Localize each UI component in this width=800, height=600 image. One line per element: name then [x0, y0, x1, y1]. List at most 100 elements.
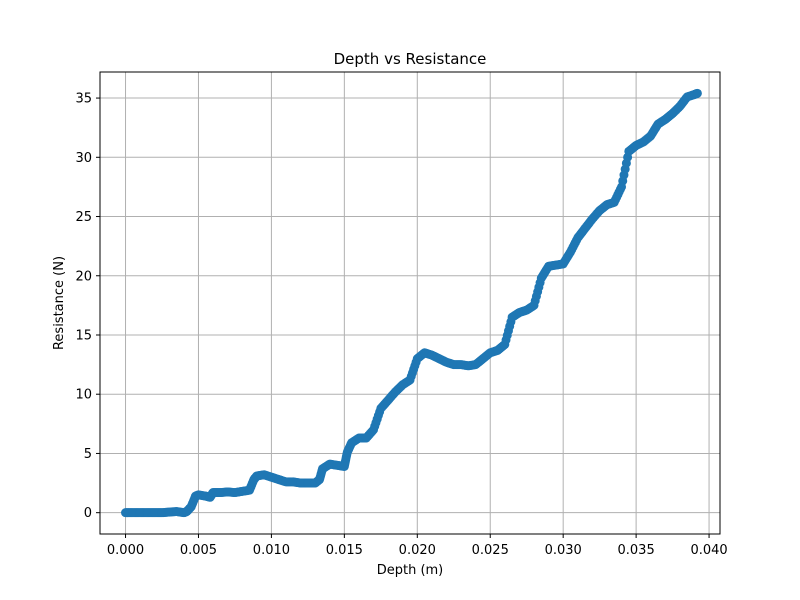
scatter-point: [252, 471, 262, 481]
scatter-point: [208, 488, 218, 498]
scatter-point: [354, 433, 364, 443]
y-tick-label: 5: [84, 447, 92, 462]
y-axis-label: Resistance (N): [52, 256, 67, 350]
scatter-point: [342, 447, 352, 457]
scatter-point: [266, 472, 276, 482]
scatter-point: [660, 114, 670, 124]
scatter-point: [142, 508, 152, 518]
scatter-point: [361, 433, 371, 443]
scatter-point: [332, 460, 342, 470]
scatter-point: [369, 425, 379, 435]
scatter-point: [602, 200, 612, 210]
scatter-point: [493, 345, 503, 355]
scatter-point: [507, 312, 517, 322]
scatter-point: [347, 438, 357, 448]
scatter-point: [405, 375, 415, 385]
scatter-point: [315, 475, 325, 485]
scatter-point: [339, 461, 349, 471]
scatter-point: [420, 348, 430, 358]
scatter-point: [193, 490, 203, 500]
chart-title: Depth vs Resistance: [334, 50, 487, 68]
scatter-point: [522, 305, 532, 315]
scatter-point: [383, 395, 393, 405]
scatter-point: [121, 508, 131, 518]
scatter-point: [551, 260, 561, 270]
scatter-point: [463, 361, 473, 371]
scatter-point: [245, 485, 255, 495]
scatter-point: [427, 350, 437, 360]
scatter-point: [172, 506, 182, 516]
y-tick-label: 30: [75, 151, 92, 166]
data-points: [121, 88, 702, 518]
scatter-point: [434, 354, 444, 364]
scatter-point: [412, 354, 422, 364]
scatter-point: [485, 348, 495, 358]
scatter-point: [390, 387, 400, 397]
y-tick-label: 35: [75, 92, 92, 107]
scatter-point: [536, 273, 546, 283]
scatter-point: [128, 508, 138, 518]
y-tick-label: 25: [75, 210, 92, 225]
scatter-point: [638, 137, 648, 147]
scatter-point: [653, 119, 663, 129]
x-tick-label: 0.015: [326, 543, 363, 558]
scatter-point: [565, 247, 575, 257]
scatter-point: [135, 508, 145, 518]
scatter-point: [668, 108, 678, 118]
scatter-point: [237, 486, 247, 496]
x-tick-label: 0.005: [180, 543, 217, 558]
y-axis-ticks: 0 5 10 15 20 25 30 35: [75, 92, 100, 521]
scatter-point: [398, 380, 408, 390]
scatter-point: [325, 459, 335, 469]
scatter-point: [303, 478, 313, 488]
x-tick-label: 0.000: [107, 543, 144, 558]
grid-lines: [100, 72, 720, 534]
scatter-point: [675, 101, 685, 111]
y-tick-label: 10: [75, 388, 92, 403]
scatter-point: [186, 502, 196, 512]
scatter-point: [150, 508, 160, 518]
scatter-point: [514, 307, 524, 317]
x-tick-label: 0.010: [253, 543, 290, 558]
y-tick-label: 20: [75, 269, 92, 284]
scatter-point: [456, 360, 466, 370]
scatter-point: [573, 233, 583, 243]
scatter-point: [376, 403, 386, 413]
scatter-point: [230, 488, 240, 498]
scatter-point: [609, 197, 619, 207]
scatter-point: [692, 88, 702, 98]
scatter-point: [259, 470, 269, 480]
scatter-point: [595, 206, 605, 216]
scatter-point: [617, 182, 627, 192]
plot-area-frame: [99, 71, 721, 535]
scatter-point: [544, 261, 554, 271]
scatter-point: [317, 464, 327, 474]
x-tick-label: 0.025: [472, 543, 509, 558]
scatter-point: [558, 259, 568, 269]
scatter-point: [646, 131, 656, 141]
scatter-point: [631, 140, 641, 150]
scatter-point: [449, 360, 459, 370]
y-tick-label: 15: [75, 328, 92, 343]
scatter-point: [478, 354, 488, 364]
x-tick-label: 0.035: [618, 543, 655, 558]
scatter-point: [281, 477, 291, 487]
scatter-point: [164, 507, 174, 517]
x-axis-label: Depth (m): [377, 563, 444, 578]
scatter-point: [223, 487, 233, 497]
scatter-point: [296, 478, 306, 488]
x-tick-label: 0.020: [399, 543, 436, 558]
x-tick-label: 0.030: [545, 543, 582, 558]
scatter-point: [529, 300, 539, 310]
scatter-point: [215, 488, 225, 498]
scatter-point: [580, 223, 590, 233]
scatter-point: [157, 508, 167, 518]
scatter-point: [288, 477, 298, 487]
x-tick-label: 0.040: [690, 543, 727, 558]
scatter-point: [624, 146, 634, 156]
x-axis-ticks: 0.000 0.005 0.010 0.015 0.020 0.025 0.030 0.035…: [107, 534, 728, 558]
y-tick-label: 0: [84, 506, 92, 521]
scatter-point: [471, 360, 481, 370]
scatter-point: [441, 357, 451, 367]
